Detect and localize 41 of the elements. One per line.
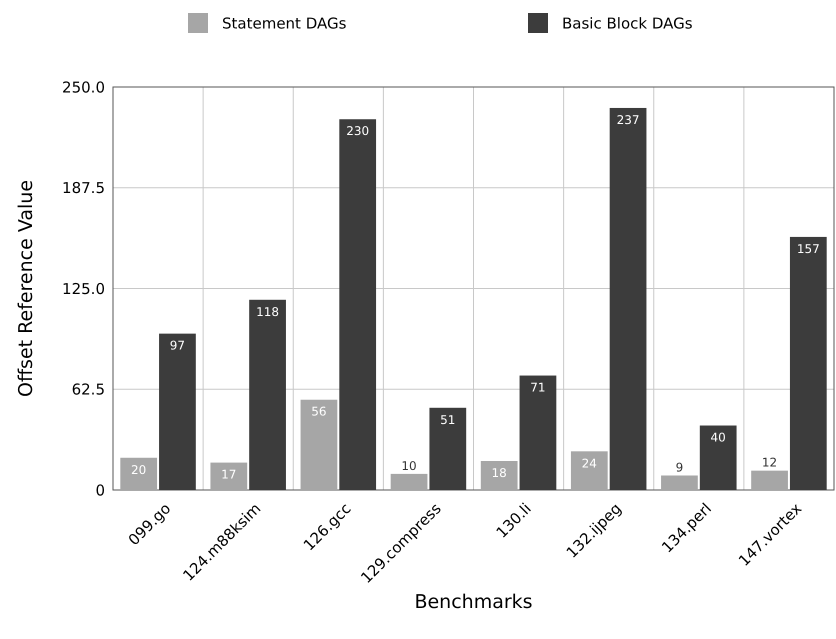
bar xyxy=(610,108,646,490)
data-label: 237 xyxy=(616,112,640,127)
data-label: 10 xyxy=(401,458,417,473)
legend-label: Statement DAGs xyxy=(222,14,347,32)
bar xyxy=(159,334,196,490)
y-tick-label: 62.5 xyxy=(72,380,105,398)
data-label: 18 xyxy=(492,466,507,480)
bar xyxy=(480,460,518,490)
bar xyxy=(429,408,466,490)
data-label: 56 xyxy=(311,404,327,419)
bar xyxy=(751,470,788,490)
bar xyxy=(570,451,608,490)
bar xyxy=(390,474,428,490)
bar xyxy=(661,475,698,490)
bar xyxy=(339,119,376,490)
y-tick-label: 250.0 xyxy=(62,78,105,96)
x-axis-title: Benchmarks xyxy=(414,591,533,613)
y-tick-label: 187.5 xyxy=(62,179,105,197)
data-label: 24 xyxy=(582,456,597,470)
data-label: 157 xyxy=(796,242,820,256)
bar xyxy=(210,462,248,490)
bar xyxy=(300,400,338,490)
bar xyxy=(249,300,286,490)
data-label: 17 xyxy=(221,468,236,482)
bar xyxy=(700,426,737,490)
legend-label: Basic Block DAGs xyxy=(562,14,693,32)
bar xyxy=(520,376,556,490)
data-label: 12 xyxy=(762,456,778,470)
data-label: 118 xyxy=(256,304,280,319)
data-label: 20 xyxy=(131,462,146,477)
y-axis-title: Offset Reference Value xyxy=(15,180,37,398)
data-label: 9 xyxy=(676,460,684,474)
bar xyxy=(120,458,158,490)
bar xyxy=(790,236,827,490)
data-label: 51 xyxy=(440,412,456,427)
y-tick-label: 125.0 xyxy=(62,280,105,298)
y-tick-label: 0 xyxy=(95,481,105,500)
data-label: 40 xyxy=(710,430,726,445)
data-label: 97 xyxy=(170,338,186,353)
data-label: 71 xyxy=(530,380,546,395)
data-label: 230 xyxy=(346,124,370,138)
